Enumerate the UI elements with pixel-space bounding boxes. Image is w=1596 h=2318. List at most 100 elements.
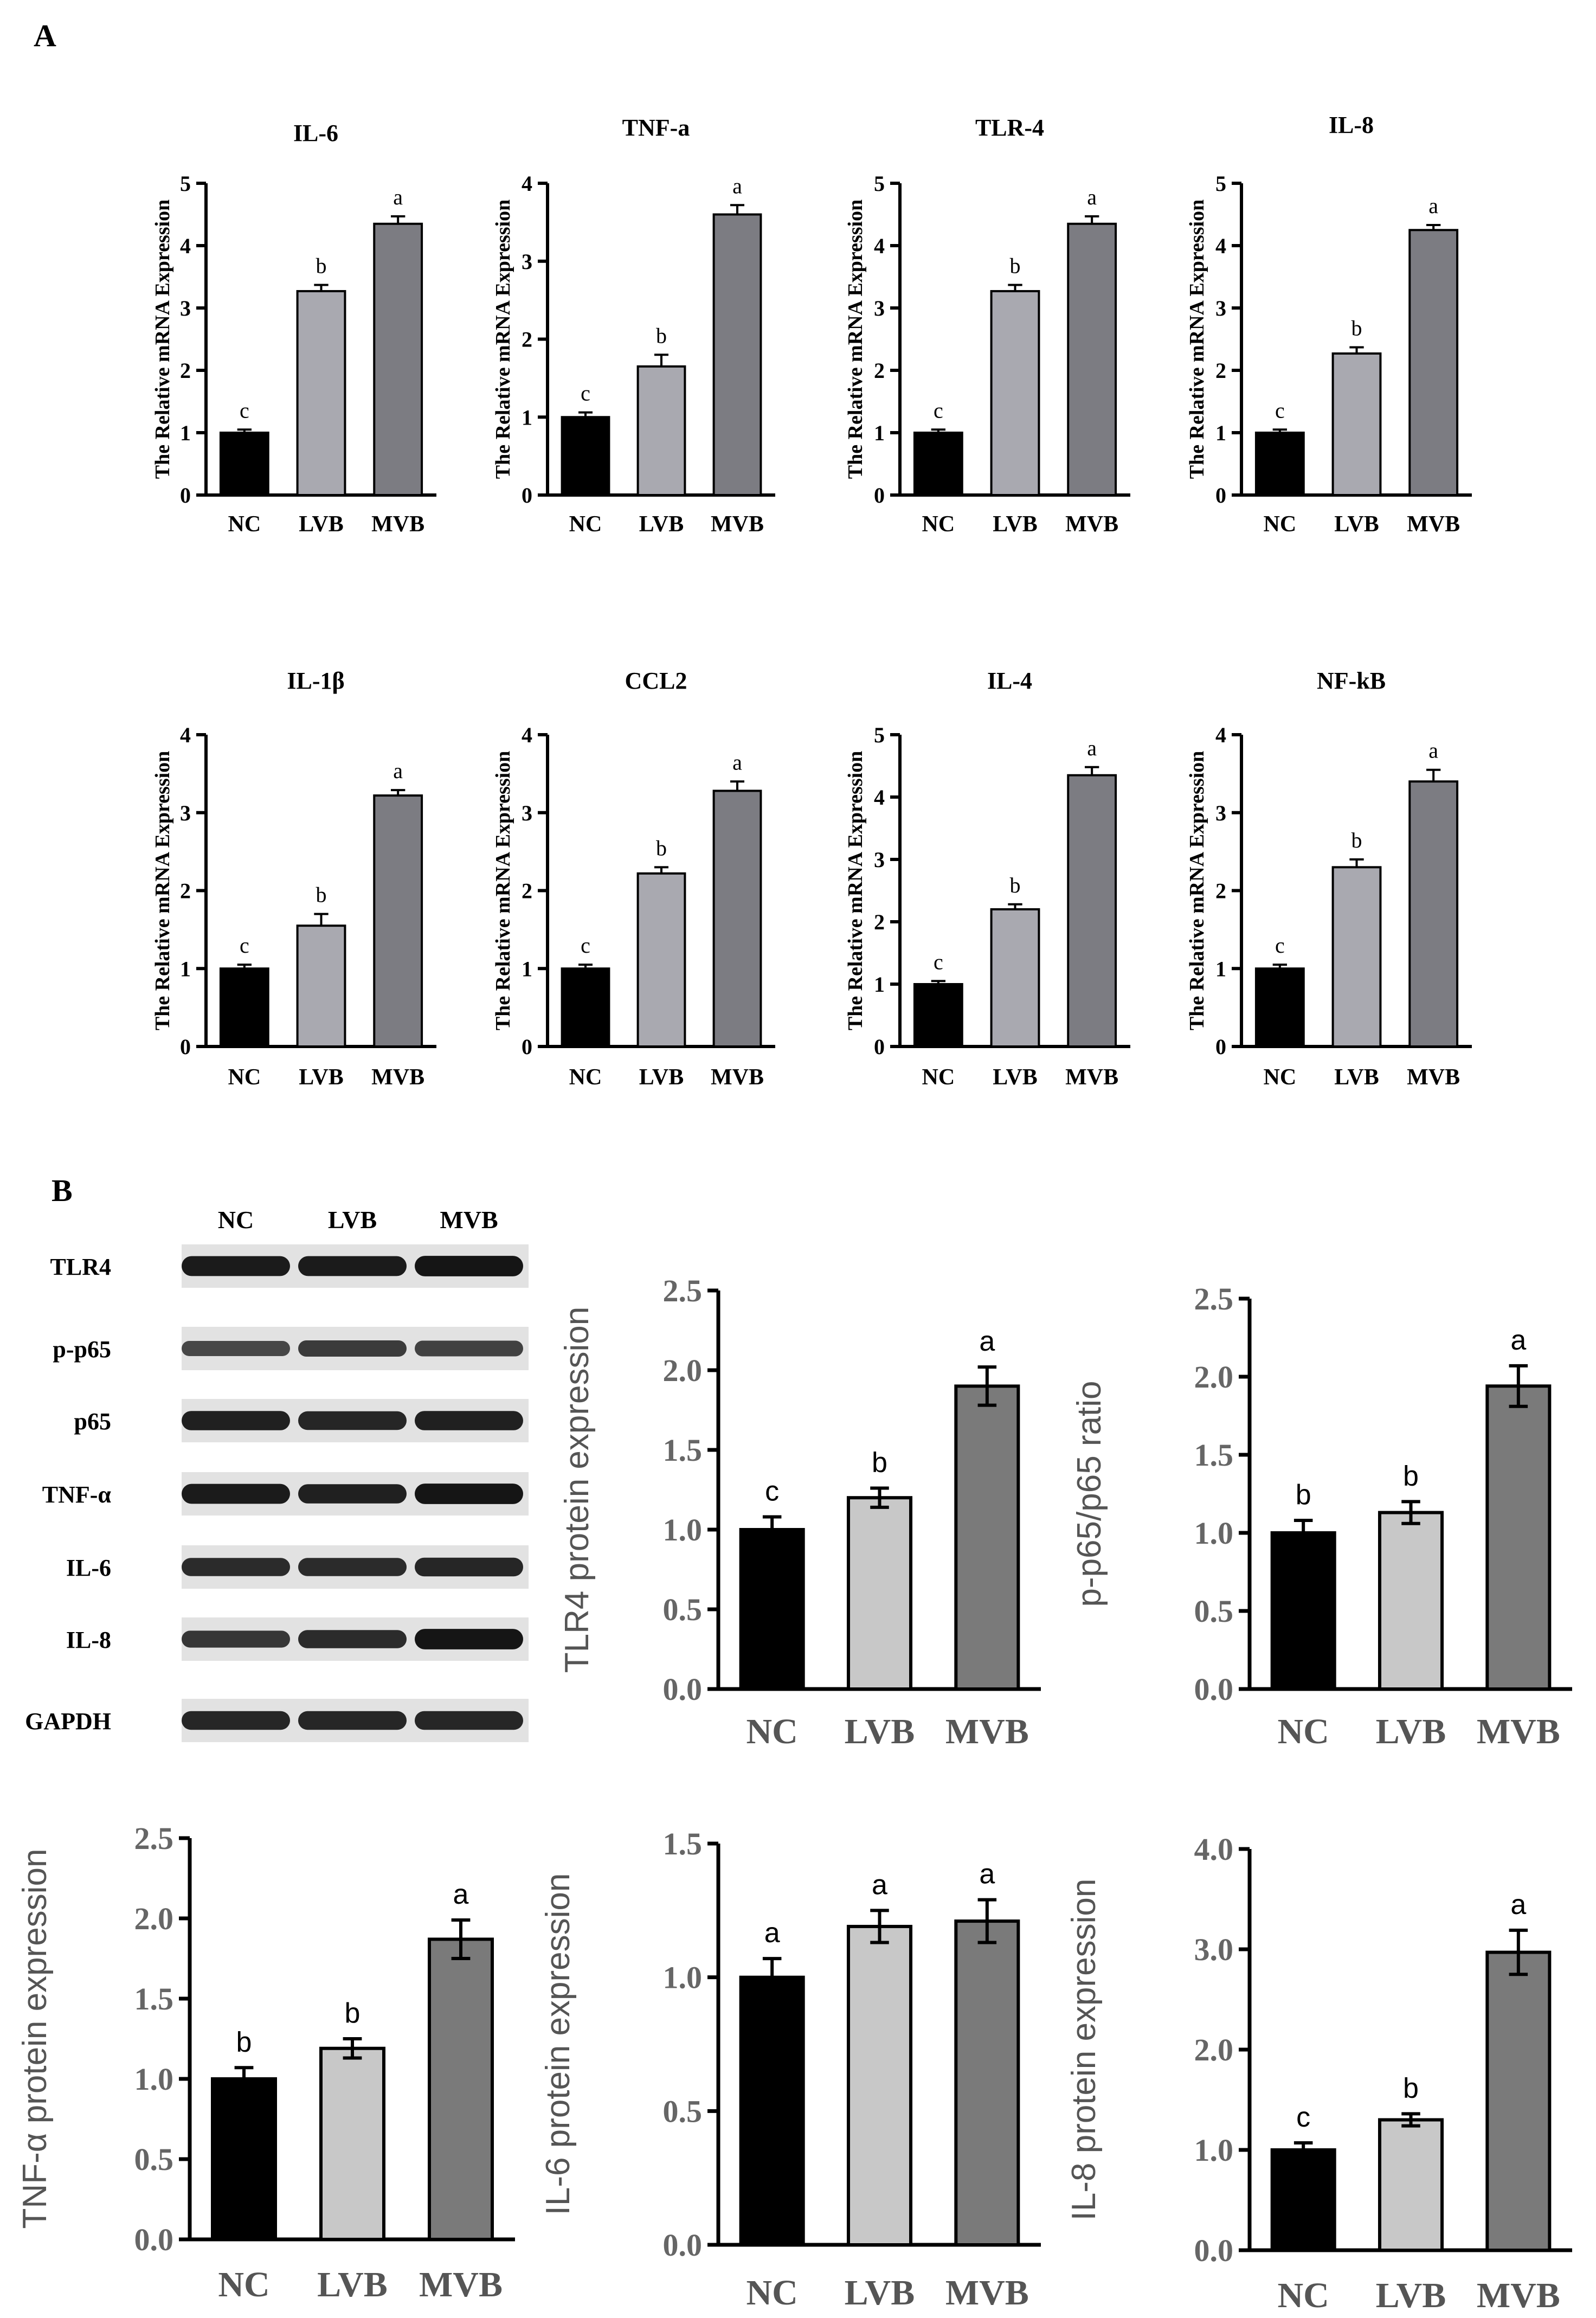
y-tick-label: 2 bbox=[180, 879, 191, 903]
x-tick-label: NC bbox=[228, 1065, 261, 1090]
chart-11: 0.0 0.5 1.0 1.5 2.0 2.5 b NC b LVB a MVB TNF-α prote… bbox=[16, 1821, 515, 2304]
y-tick-label: 1.0 bbox=[663, 1512, 703, 1548]
y-tick-label: 0 bbox=[1215, 483, 1226, 508]
y-tick-label: 0 bbox=[874, 1035, 885, 1059]
y-tick-label: 2.0 bbox=[663, 1353, 703, 1388]
x-tick-label: NC bbox=[228, 512, 261, 537]
sig-letter: b bbox=[1352, 316, 1362, 340]
x-tick-label: MVB bbox=[419, 2265, 503, 2304]
x-tick-label: MVB bbox=[1477, 2276, 1560, 2315]
y-tick-label: 0 bbox=[522, 1035, 532, 1059]
x-tick-label: NC bbox=[1263, 512, 1296, 537]
y-tick-label: 0.5 bbox=[1194, 1594, 1234, 1629]
y-tick-label: 0.0 bbox=[1194, 1672, 1234, 1707]
chart-2: 0 1 2 3 4 c NC b LVB a MVB TNF-a The Relative mRNA E… bbox=[492, 114, 775, 537]
x-tick-label: MVB bbox=[1477, 1712, 1560, 1751]
y-tick-label: 0.0 bbox=[134, 2222, 174, 2257]
y-tick-label: 2 bbox=[1215, 879, 1226, 903]
y-tick-label: 3 bbox=[180, 296, 191, 320]
y-tick-label: 0.0 bbox=[663, 1672, 703, 1707]
y-tick-label: 1 bbox=[874, 972, 885, 997]
bar-nc bbox=[211, 2077, 277, 2241]
chart-10: 0.0 0.5 1.0 1.5 2.0 2.5 b NC b LVB a MVB p-p65/p65 r… bbox=[1071, 1281, 1572, 1751]
y-axis-label: The Relative mRNA Expression bbox=[844, 751, 867, 1030]
y-tick-label: 1 bbox=[180, 421, 191, 445]
bar-lvb bbox=[636, 365, 686, 496]
bar-mvb bbox=[373, 794, 423, 1048]
y-tick-label: 0.5 bbox=[134, 2142, 174, 2177]
sig-letter: b bbox=[236, 2026, 252, 2058]
blot-band bbox=[182, 1341, 290, 1356]
blot-band bbox=[298, 1411, 407, 1430]
sig-letter: c bbox=[1296, 2102, 1310, 2133]
y-tick-label: 0.0 bbox=[1194, 2233, 1234, 2268]
chart-title: IL-1β bbox=[287, 667, 344, 694]
x-tick-label: MVB bbox=[711, 512, 764, 537]
x-tick-label: MVB bbox=[371, 512, 424, 537]
blot-band bbox=[415, 1340, 523, 1357]
y-tick-label: 2 bbox=[180, 358, 191, 383]
y-tick-label: 4 bbox=[874, 785, 885, 810]
x-tick-label: LVB bbox=[993, 1065, 1038, 1090]
chart-title: CCL2 bbox=[625, 667, 687, 694]
bar-mvb bbox=[1067, 774, 1117, 1048]
bar-lvb bbox=[1331, 866, 1382, 1048]
x-tick-label: LVB bbox=[1376, 2276, 1446, 2315]
y-axis-label: The Relative mRNA Expression bbox=[844, 200, 867, 479]
blot-band bbox=[182, 1484, 290, 1504]
y-tick-label: 4 bbox=[522, 723, 532, 747]
blot-row-label: IL-8 bbox=[66, 1627, 111, 1653]
bar-nc bbox=[219, 967, 269, 1048]
chart-title: NF-kB bbox=[1317, 667, 1386, 694]
blot-band bbox=[182, 1256, 290, 1276]
y-tick-label: 2.0 bbox=[134, 1901, 174, 1936]
y-axis-label: The Relative mRNA Expression bbox=[151, 751, 174, 1030]
bar-mvb bbox=[428, 1937, 494, 2241]
y-tick-label: 0 bbox=[180, 483, 191, 508]
x-tick-label: MVB bbox=[945, 2273, 1029, 2313]
x-tick-label: NC bbox=[1263, 1065, 1296, 1090]
y-tick-label: 3 bbox=[522, 801, 532, 825]
y-axis-label: The Relative mRNA Expression bbox=[1186, 200, 1208, 479]
sig-letter: c bbox=[934, 398, 943, 422]
y-tick-label: 2.5 bbox=[134, 1821, 174, 1856]
sig-letter: a bbox=[732, 750, 742, 774]
x-tick-label: LVB bbox=[317, 2265, 388, 2304]
y-tick-label: 2.5 bbox=[663, 1273, 703, 1308]
y-tick-label: 1 bbox=[1215, 956, 1226, 981]
blot-band bbox=[182, 1411, 290, 1430]
bar-nc bbox=[1270, 2148, 1336, 2252]
sig-letter: c bbox=[240, 933, 249, 958]
y-tick-label: 1.5 bbox=[134, 1981, 174, 2017]
sig-letter: b bbox=[1403, 2072, 1419, 2104]
y-tick-label: 0 bbox=[874, 483, 885, 508]
y-tick-label: 0.0 bbox=[663, 2227, 703, 2263]
y-tick-label: 3 bbox=[180, 801, 191, 825]
y-tick-label: 4 bbox=[1215, 234, 1226, 258]
y-tick-label: 4 bbox=[1215, 723, 1226, 747]
y-tick-label: 1.0 bbox=[663, 1960, 703, 1995]
bar-lvb bbox=[1378, 2118, 1444, 2252]
sig-letter: c bbox=[1275, 933, 1285, 958]
chart-title: IL-6 bbox=[293, 120, 338, 146]
x-tick-label: MVB bbox=[1065, 512, 1118, 537]
sig-letter: b bbox=[345, 1998, 361, 2029]
y-tick-label: 1.5 bbox=[663, 1433, 703, 1468]
x-tick-label: NC bbox=[922, 512, 955, 537]
blot-band bbox=[182, 1558, 290, 1576]
y-tick-label: 2 bbox=[874, 358, 885, 383]
y-tick-label: 2.5 bbox=[1194, 1281, 1234, 1317]
x-tick-label: MVB bbox=[371, 1065, 424, 1090]
sig-letter: a bbox=[732, 174, 742, 198]
x-tick-label: LVB bbox=[993, 512, 1038, 537]
bar-nc bbox=[219, 432, 269, 496]
chart-title: TNF-a bbox=[622, 114, 690, 141]
bar-lvb bbox=[846, 1496, 913, 1691]
panel-a-label: A bbox=[34, 18, 56, 53]
bar-lvb bbox=[846, 1924, 913, 2246]
western-blot: NC LVB MVB TLR4 p-p65 p65 TNF-α IL-6 IL-8 GAPDH bbox=[25, 1206, 529, 1742]
y-axis-label: TNF-α protein expression bbox=[16, 1849, 54, 2229]
y-tick-label: 4 bbox=[522, 171, 532, 196]
chart-3: 0 1 2 3 4 5 c NC b LVB a MVB TLR-4 The Relative mRNA … bbox=[844, 114, 1130, 537]
bar-lvb bbox=[296, 924, 346, 1048]
